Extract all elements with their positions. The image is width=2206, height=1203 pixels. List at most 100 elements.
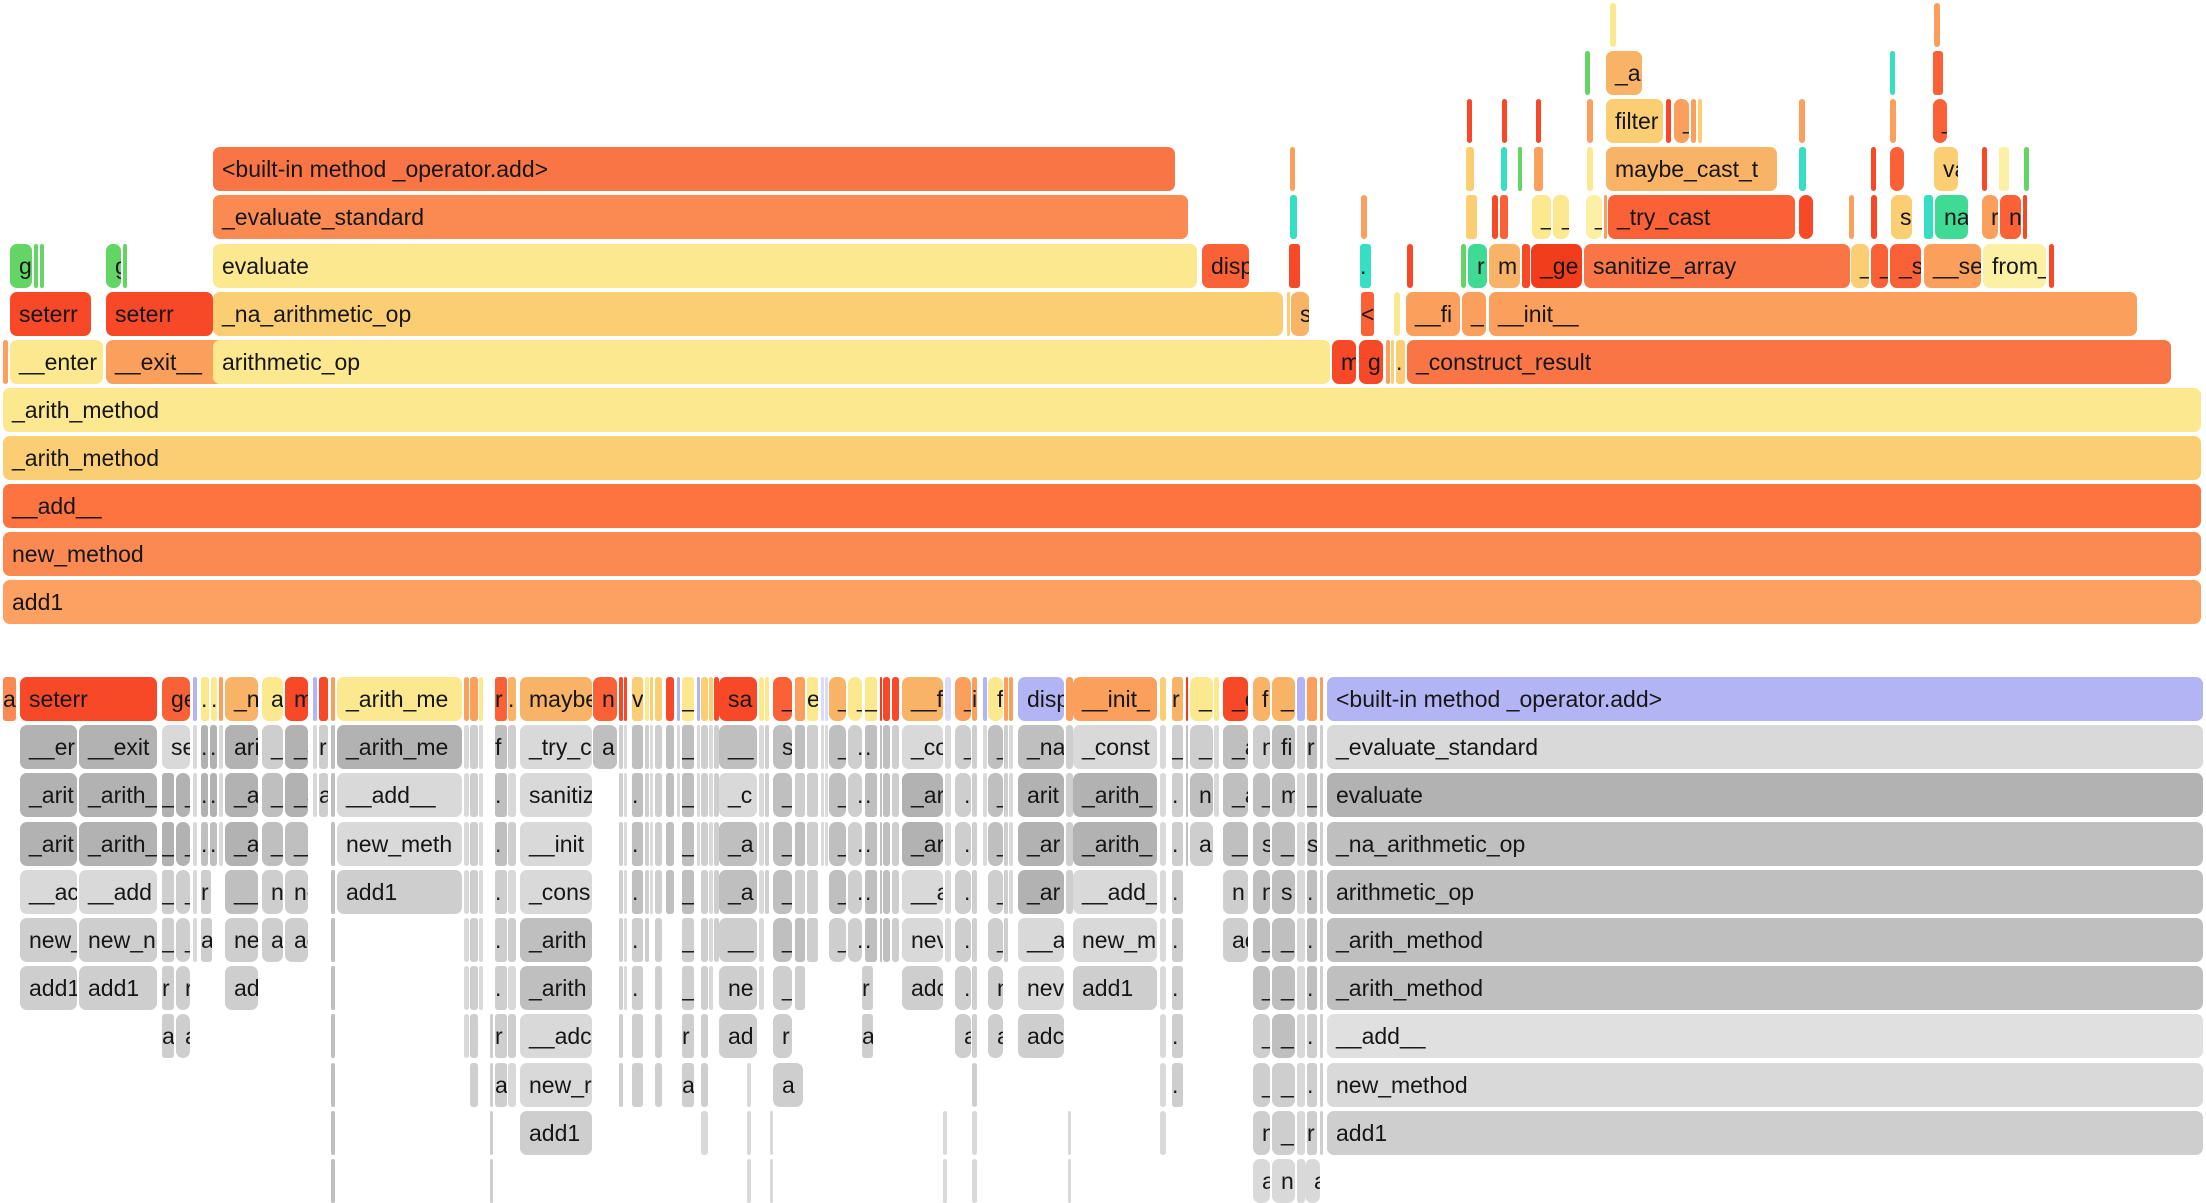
frame[interactable] (331, 677, 335, 721)
frame[interactable]: a (319, 773, 328, 818)
frame[interactable] (1004, 725, 1008, 770)
frame[interactable]: ad (225, 966, 258, 1011)
frame[interactable]: f (1253, 677, 1270, 721)
frame[interactable] (319, 677, 328, 721)
frame[interactable] (1068, 1159, 1071, 1203)
frame[interactable] (645, 773, 649, 818)
frame[interactable] (1009, 725, 1013, 770)
frame[interactable]: add1 (337, 869, 462, 914)
frame[interactable]: r (1468, 243, 1487, 288)
frame[interactable]: __ (225, 869, 258, 914)
frame[interactable]: _na_arithmetic_op (213, 291, 1283, 336)
frame[interactable]: _a (1223, 725, 1248, 770)
frame[interactable]: n (262, 869, 283, 914)
frame[interactable]: . (1307, 1062, 1317, 1107)
frame[interactable]: __add__ (3, 484, 2201, 528)
frame[interactable] (3, 339, 8, 384)
frame[interactable]: sanitiz (520, 773, 592, 818)
frame[interactable]: _a (225, 773, 258, 818)
frame[interactable]: _ (682, 725, 694, 770)
frame[interactable]: _ (1851, 243, 1869, 288)
frame[interactable]: va (1934, 147, 1958, 192)
frame[interactable] (1461, 243, 1466, 288)
frame[interactable] (972, 1110, 977, 1155)
frame[interactable] (880, 725, 882, 770)
frame[interactable] (1320, 725, 1323, 770)
frame[interactable] (1160, 966, 1166, 1011)
frame[interactable]: add1 (1327, 1110, 2203, 1155)
frame[interactable] (470, 1062, 478, 1107)
frame[interactable] (1698, 99, 1702, 144)
frame[interactable] (759, 966, 764, 1011)
frame[interactable]: . (1396, 339, 1405, 384)
frame[interactable]: sanitize_array (1584, 243, 1850, 288)
frame[interactable]: _ (682, 821, 694, 866)
frame[interactable] (490, 1062, 493, 1107)
frame[interactable]: _ (988, 869, 1003, 914)
frame[interactable]: a (1305, 1159, 1320, 1203)
frame[interactable] (697, 677, 700, 721)
frame[interactable] (1297, 773, 1305, 818)
frame[interactable]: . (495, 869, 507, 914)
frame[interactable] (1004, 869, 1008, 914)
frame[interactable]: _ (262, 773, 283, 818)
frame[interactable] (1871, 195, 1877, 240)
frame[interactable]: __add (79, 869, 157, 914)
frame[interactable] (701, 677, 708, 721)
frame[interactable] (1297, 821, 1305, 866)
frame[interactable] (655, 773, 662, 818)
frame[interactable]: . (955, 918, 971, 962)
frame[interactable] (765, 773, 769, 818)
frame[interactable]: disp (1202, 243, 1249, 288)
frame[interactable]: . (495, 966, 507, 1011)
frame[interactable]: _ (262, 725, 283, 770)
frame[interactable] (1501, 147, 1507, 192)
frame[interactable] (972, 725, 977, 770)
frame[interactable]: _a (719, 821, 757, 866)
frame[interactable] (1297, 1159, 1305, 1203)
frame[interactable] (892, 869, 899, 914)
frame[interactable] (972, 821, 977, 866)
frame[interactable] (490, 1014, 493, 1059)
frame[interactable] (1290, 147, 1295, 192)
frame[interactable] (193, 773, 197, 818)
frame[interactable] (945, 821, 951, 866)
frame[interactable] (1320, 773, 1323, 818)
frame[interactable] (508, 773, 516, 818)
frame[interactable] (892, 725, 899, 770)
frame[interactable] (945, 773, 951, 818)
frame[interactable]: arithmetic_op (1327, 869, 2203, 914)
frame[interactable] (945, 677, 951, 721)
frame[interactable] (714, 821, 719, 866)
frame[interactable] (1492, 195, 1498, 240)
frame[interactable] (490, 1110, 493, 1155)
frame[interactable] (697, 773, 700, 818)
frame[interactable]: ac (1223, 918, 1248, 962)
frame[interactable] (1004, 821, 1008, 866)
frame[interactable] (945, 918, 951, 962)
frame[interactable] (714, 725, 719, 770)
frame[interactable]: . (632, 966, 643, 1011)
frame[interactable]: . (632, 821, 643, 866)
frame[interactable]: g (10, 243, 32, 288)
frame[interactable]: _ (1272, 677, 1295, 721)
frame[interactable] (983, 677, 987, 721)
frame[interactable]: _ (773, 677, 792, 721)
frame[interactable]: _ (988, 773, 1003, 818)
frame[interactable]: _ (1272, 918, 1295, 962)
frame[interactable] (34, 243, 38, 288)
frame[interactable]: _ (829, 869, 846, 914)
frame[interactable]: _cons (520, 869, 592, 914)
frame[interactable] (508, 1062, 516, 1107)
frame[interactable] (666, 677, 674, 721)
frame[interactable] (1287, 291, 1290, 336)
frame[interactable]: sa (719, 677, 757, 721)
frame[interactable] (943, 1110, 947, 1155)
frame[interactable]: nev (1018, 966, 1064, 1011)
frame[interactable]: _arith (520, 966, 592, 1011)
frame[interactable] (655, 1014, 662, 1059)
frame[interactable] (765, 869, 769, 914)
frame[interactable]: n (1253, 1110, 1270, 1155)
frame[interactable]: _ (955, 725, 971, 770)
frame[interactable]: s (1253, 821, 1270, 866)
